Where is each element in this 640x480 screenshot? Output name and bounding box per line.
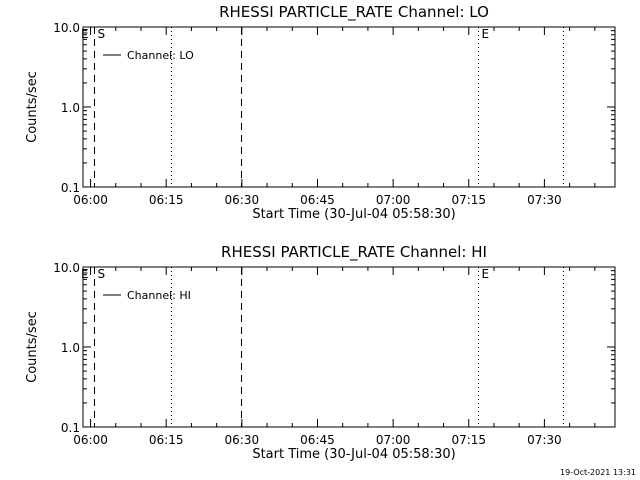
x-tick-label: 07:00 — [376, 193, 411, 207]
x-axis-label: Start Time (30-Jul-04 05:58:30) — [252, 447, 455, 462]
marker-label: E — [482, 267, 490, 281]
x-tick-label: 06:00 — [73, 433, 108, 447]
x-tick-label: 07:15 — [451, 193, 486, 207]
marker-label: E — [482, 27, 490, 41]
x-tick-label: 06:00 — [73, 193, 108, 207]
x-tick-label: 06:30 — [225, 193, 260, 207]
y-axis-label: Counts/sec — [25, 311, 40, 383]
chart-panel-2: RHESSI PARTICLE_RATE Channel: HI Counts/s… — [25, 243, 616, 462]
x-tick-label: 07:00 — [376, 433, 411, 447]
y-tick-label: 10.0 — [53, 261, 80, 275]
y-tick-label: 1.0 — [61, 101, 80, 115]
x-tick-label: 06:45 — [300, 193, 335, 207]
x-tick-label: 06:15 — [149, 433, 184, 447]
y-tick-label: 10.0 — [53, 21, 80, 35]
x-tick-label: 07:15 — [451, 433, 486, 447]
y-axis-label: Counts/sec — [25, 71, 40, 143]
x-tick-label: 07:30 — [527, 433, 562, 447]
x-axis-label: Start Time (30-Jul-04 05:58:30) — [252, 207, 455, 222]
y-tick-label: 1.0 — [61, 341, 80, 355]
x-tick-label: 07:30 — [527, 193, 562, 207]
legend-label: Channel: HI — [127, 289, 191, 302]
corner-label: E — [81, 27, 89, 41]
marker-label: S — [98, 267, 106, 281]
corner-label: E — [81, 267, 89, 281]
chart-title: RHESSI PARTICLE_RATE Channel: LO — [219, 3, 489, 22]
y-tick-label: 0.1 — [61, 421, 80, 435]
x-tick-label: 06:30 — [225, 433, 260, 447]
chart-title: RHESSI PARTICLE_RATE Channel: HI — [221, 243, 487, 262]
footer-timestamp: 19-Oct-2021 13:31 — [560, 468, 636, 477]
x-tick-label: 06:45 — [300, 433, 335, 447]
y-tick-label: 0.1 — [61, 181, 80, 195]
marker-label: S — [98, 27, 106, 41]
x-tick-label: 06:15 — [149, 193, 184, 207]
legend-label: Channel: LO — [127, 49, 194, 62]
chart-panel-1: RHESSI PARTICLE_RATE Channel: LO Counts/s… — [25, 3, 616, 222]
